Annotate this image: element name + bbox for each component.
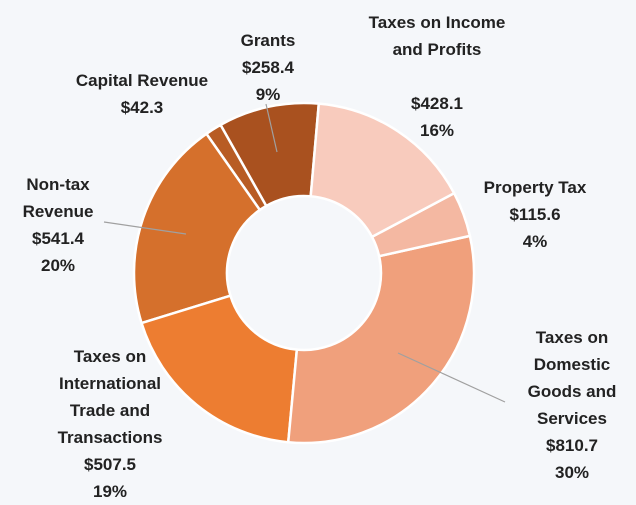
leader-line: [397, 352, 506, 403]
value-label: $42.3: [120, 98, 164, 117]
value-label: $810.7: [546, 436, 598, 455]
value-label: $258.4: [242, 58, 294, 77]
category-label: Non-tax Revenue: [22, 175, 94, 221]
leader-lines: [103, 103, 506, 403]
percent-label: 16%: [419, 121, 455, 140]
percent-label: 20%: [40, 256, 76, 275]
category-label: Grants: [240, 31, 296, 50]
donut-slice: [286, 234, 476, 445]
percent-label: 9%: [255, 85, 281, 104]
category-label: Property Tax: [483, 178, 587, 197]
donut-slice: [370, 191, 472, 258]
percent-label: 30%: [554, 463, 590, 482]
value-label: $115.6: [509, 205, 561, 224]
donut-slice: [139, 294, 299, 444]
percent-label: 4%: [522, 232, 548, 251]
donut-slice: [132, 132, 262, 325]
value-label: $428.1: [411, 94, 463, 113]
percent-label: 19%: [92, 482, 128, 501]
category-label: Taxes on International Trade and Transac…: [57, 347, 163, 447]
leader-line: [265, 103, 278, 153]
category-label: Taxes on Domestic Goods and Services: [527, 328, 617, 428]
leader-line: [103, 221, 187, 235]
value-label: $541.4: [32, 229, 84, 248]
value-label: $507.5: [84, 455, 136, 474]
category-label: Taxes on Income and Profits: [368, 13, 506, 59]
category-label: Capital Revenue: [75, 71, 209, 90]
donut-slice: [309, 102, 456, 239]
